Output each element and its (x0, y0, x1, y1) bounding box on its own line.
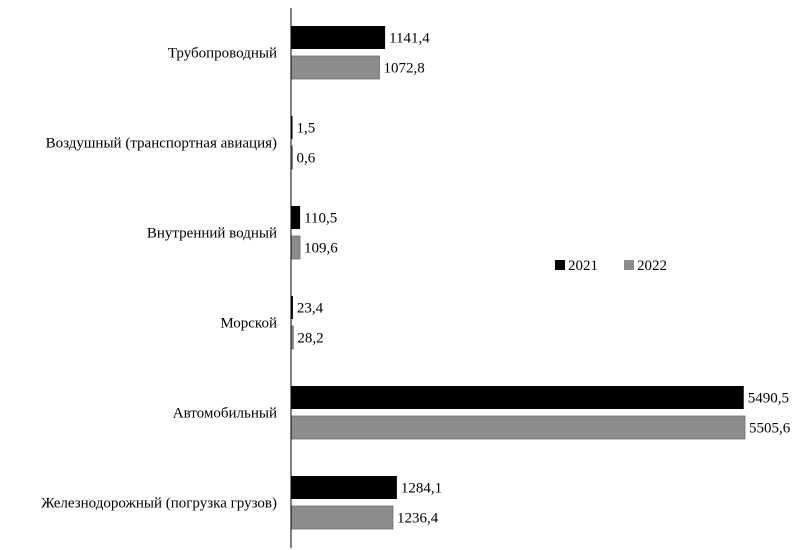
bar-2021 (291, 206, 301, 229)
data-label: 109,6 (304, 241, 338, 257)
bar-2022 (290, 415, 746, 440)
legend-label-2022: 2022 (637, 258, 667, 274)
bar-2021 (291, 476, 397, 499)
category-labels-group: Трубопроводный Воздушный (транспортная ав… (41, 46, 277, 512)
data-label: 1284,1 (401, 481, 442, 497)
value-labels-group: 1141,4 1072,8 1,5 0,6 110,5 109,6 23,4 28,2 5490… (297, 31, 791, 527)
data-label: 23,4 (297, 301, 324, 317)
bar-2021 (291, 26, 386, 49)
category-label: Трубопроводный (168, 46, 277, 62)
data-label: 110,5 (304, 211, 337, 227)
legend-label-2021: 2021 (568, 258, 598, 274)
data-label: 1236,4 (397, 511, 439, 527)
data-label: 1141,4 (389, 31, 430, 47)
bar-2022 (290, 505, 394, 530)
data-label: 1,5 (297, 121, 316, 137)
legend-swatch-2021 (555, 260, 565, 270)
bar-2021 (291, 296, 293, 319)
category-label: Железнодорожный (погрузка грузов) (41, 496, 277, 512)
category-label: Воздушный (транспортная авиация) (46, 136, 277, 152)
data-label: 28,2 (297, 331, 323, 347)
legend: 2021 2022 (555, 258, 667, 274)
data-label: 5505,6 (749, 421, 791, 437)
bars-group (290, 26, 746, 530)
bar-2022 (290, 55, 380, 80)
category-label: Автомобильный (173, 406, 277, 422)
legend-swatch-2022 (624, 260, 634, 270)
category-label: Морской (220, 316, 277, 332)
bar-2021 (291, 386, 744, 409)
data-label: 0,6 (297, 151, 316, 167)
data-label: 1072,8 (383, 61, 424, 77)
data-label: 5490,5 (748, 391, 789, 407)
bar-2021 (291, 116, 293, 139)
bar-2022 (290, 235, 301, 260)
category-label: Внутренний водный (147, 226, 277, 242)
